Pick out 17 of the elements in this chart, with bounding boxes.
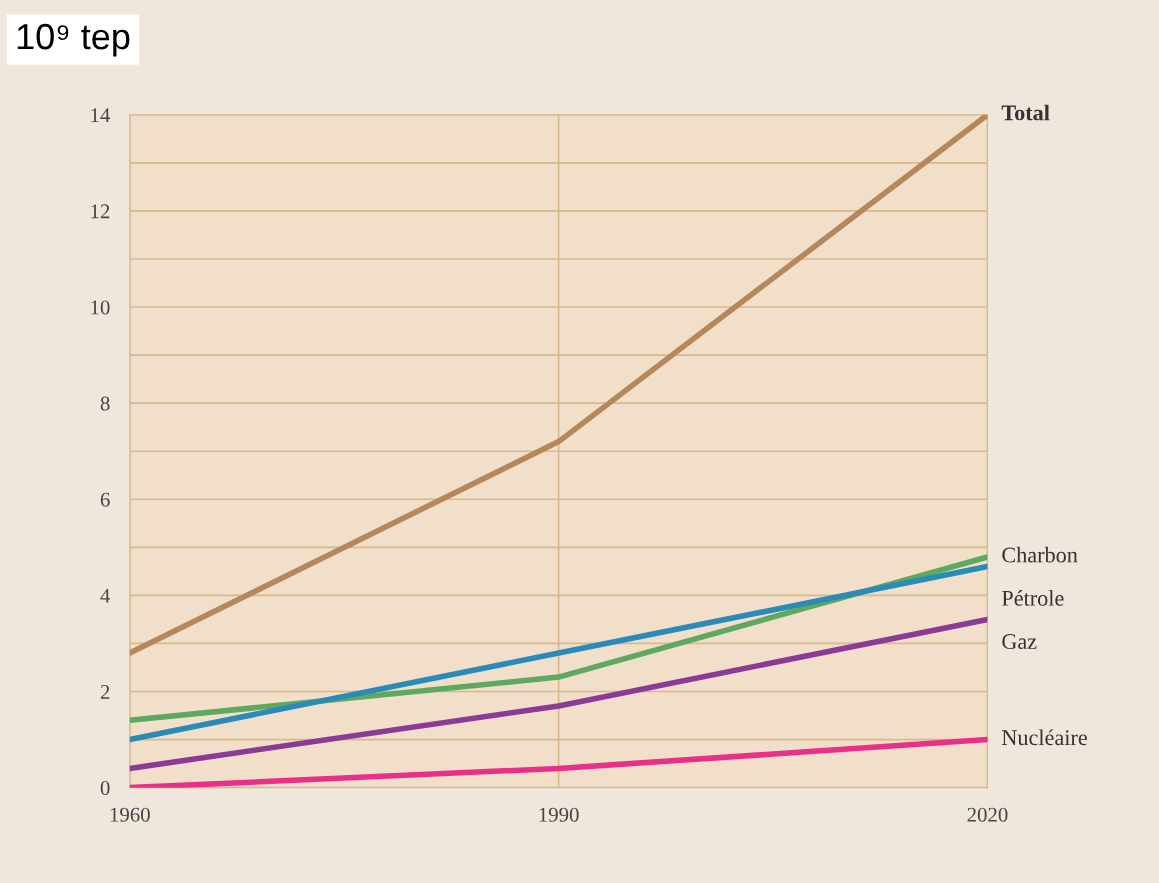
series-label: Pétrole <box>1002 590 1064 606</box>
series-label: Charbon <box>1002 546 1078 563</box>
y-tick-label: 12 <box>91 204 110 219</box>
y-tick-label: 6 <box>100 492 110 507</box>
y-tick-label: 10 <box>91 300 110 315</box>
y-tick-label: 8 <box>100 396 110 411</box>
series-label: Total <box>1001 104 1050 121</box>
y-axis-title: 10⁹ tep <box>17 23 130 57</box>
y-tick-label: 2 <box>100 684 110 699</box>
x-tick-label: 1960 <box>110 807 150 822</box>
y-tick-label: 0 <box>100 781 110 796</box>
x-tick-label: 2020 <box>967 807 1008 822</box>
series-label: Gaz <box>1002 634 1037 650</box>
x-tick-label: 1990 <box>539 807 579 822</box>
y-tick-label: 14 <box>91 108 111 123</box>
y-tick-label: 4 <box>100 588 111 603</box>
series-label: Nucléaire <box>1002 729 1087 746</box>
